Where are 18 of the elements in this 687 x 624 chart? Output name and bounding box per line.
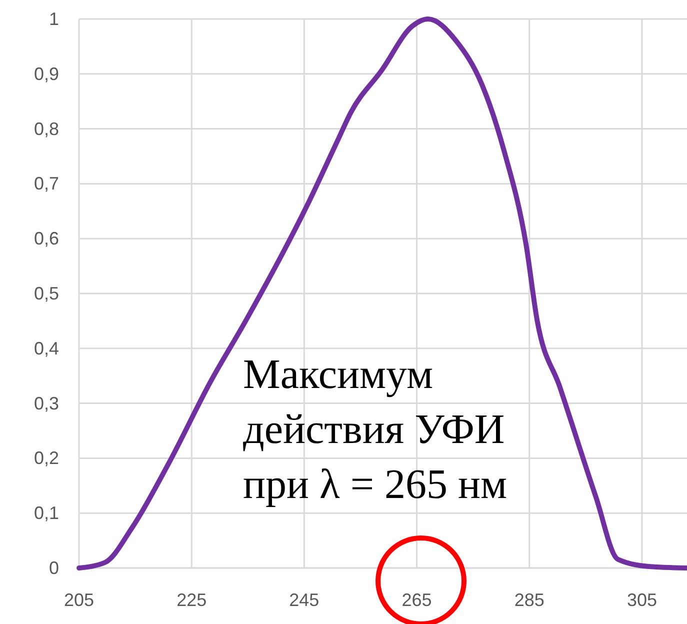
y-tick-label: 0,3 — [34, 393, 59, 414]
y-tick-label: 0,8 — [34, 118, 59, 139]
x-tick-label: 225 — [176, 590, 207, 610]
y-tick-label: 1 — [48, 9, 59, 29]
x-tick-label: 285 — [514, 590, 544, 610]
y-tick-label: 0,1 — [34, 503, 59, 524]
x-tick-label: 265 — [402, 590, 432, 610]
y-tick-label: 0,4 — [34, 338, 59, 358]
x-tick-label: 205 — [64, 590, 94, 610]
y-tick-label: 0,2 — [34, 448, 59, 468]
y-tick-label: 0 — [48, 558, 59, 578]
x-tick-label: 305 — [626, 590, 657, 610]
x-tick-label: 245 — [289, 590, 320, 610]
y-tick-label: 0,9 — [34, 64, 59, 84]
y-tick-label: 0,6 — [34, 228, 59, 249]
y-tick-label: 0,7 — [34, 174, 59, 194]
y-tick-label: 0,5 — [34, 284, 59, 304]
annotation: Максимум действия УФИ при λ = 265 нм — [243, 352, 508, 508]
